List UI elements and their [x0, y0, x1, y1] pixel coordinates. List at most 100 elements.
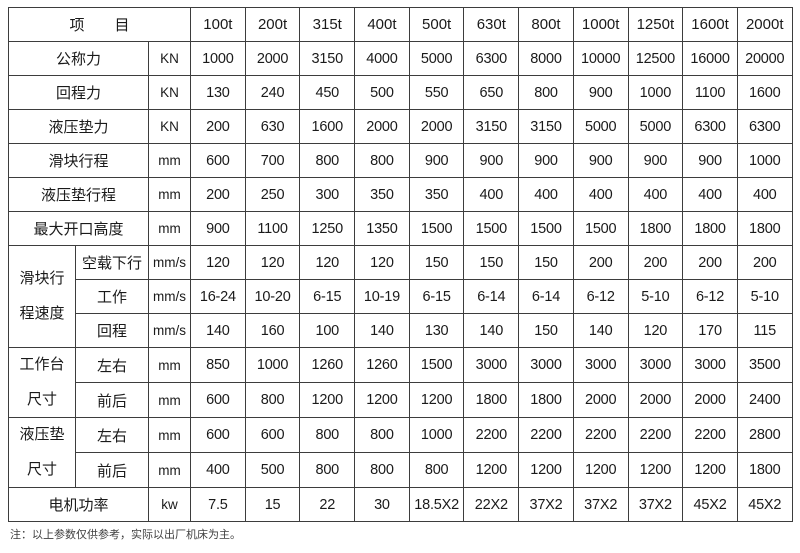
value-cell: 900	[190, 211, 246, 246]
row-unit: KN	[147, 109, 192, 144]
spec-table-body: 公称力 KN 1000 2000 3150 4000 5000 6300 8000 10000 12…	[8, 41, 793, 522]
row-unit: mm	[147, 452, 192, 488]
value-cell: 37X2	[518, 487, 574, 522]
value-cell: 3150	[299, 41, 356, 76]
value-cell: 650	[463, 75, 520, 110]
value-cell: 2000	[572, 382, 629, 418]
value-cell: 2200	[627, 417, 684, 453]
value-cell: 5000	[408, 41, 465, 76]
value-cell: 6-14	[518, 279, 574, 314]
value-cell: 3000	[518, 347, 574, 383]
value-cell: 2000	[408, 109, 465, 144]
value-cell: 600	[244, 417, 301, 453]
value-cell: 22	[299, 487, 356, 522]
value-cell: 5000	[572, 109, 629, 144]
value-cell: 120	[299, 245, 356, 280]
table-row: 液压垫尺寸 左右 mm 600 600 800 800 1000 2200 2200 2200 220…	[8, 417, 793, 488]
value-cell: 400	[190, 452, 246, 488]
row-unit: KN	[147, 75, 192, 110]
row-sub-label: 前后	[75, 452, 149, 488]
value-cell: 10000	[572, 41, 629, 76]
value-cell: 1260	[354, 347, 410, 383]
value-cell: 1600	[299, 109, 356, 144]
value-cell: 18.5X2	[408, 487, 465, 522]
row-unit: mm/s	[147, 245, 192, 280]
row-label: 回程力	[8, 75, 149, 110]
column-header: 1600t	[682, 7, 738, 42]
table-row: 回程力 KN 130 240 450 500 550 650 800 900 1000 1100 160…	[8, 75, 793, 110]
table-row: 回程 mm/s 140 160 100 140 130 140 150 140 120 170 115	[9, 313, 793, 348]
value-cell: 1800	[682, 211, 738, 246]
value-cell: 300	[299, 177, 356, 212]
value-cell: 20000	[736, 41, 793, 76]
table-row: 前后 mm 400 500 800 800 800 1200 1200 1200 1200 1200 1…	[9, 452, 793, 488]
table-row: 液压垫力 KN 200 630 1600 2000 2000 3150 3150 5000 5000…	[8, 109, 793, 144]
value-cell: 1200	[463, 452, 520, 488]
value-cell: 120	[244, 245, 301, 280]
value-cell: 500	[244, 452, 301, 488]
value-cell: 200	[627, 245, 684, 280]
row-sub-label: 前后	[75, 382, 149, 418]
row-sub-label: 工作	[75, 279, 149, 314]
column-header: 315t	[299, 7, 356, 42]
value-cell: 140	[572, 313, 629, 348]
value-cell: 1200	[408, 382, 465, 418]
value-cell: 4000	[354, 41, 410, 76]
row-unit: mm/s	[147, 279, 192, 314]
value-cell: 100	[299, 313, 356, 348]
value-cell: 6-14	[463, 279, 520, 314]
row-group-label: 工作台尺寸	[8, 347, 76, 418]
value-cell: 1000	[408, 417, 465, 453]
value-cell: 2000	[682, 382, 738, 418]
header-row: 项 目 100t 200t 315t 400t 500t 630t 800t 1000t 1250…	[7, 7, 793, 42]
spec-table-header: 项 目 100t 200t 315t 400t 500t 630t 800t 1000t 1250…	[7, 7, 793, 42]
value-cell: 16000	[682, 41, 738, 76]
value-cell: 1800	[736, 452, 793, 488]
value-cell: 6-15	[408, 279, 465, 314]
table-row: 滑块行程速度 空载下行 mm/s 120 120 120 120 150 150 150 200 20…	[8, 245, 793, 348]
table-row: 工作 mm/s 16-24 10-20 6-15 10-19 6-15 6-14 6-14 6-1…	[9, 279, 793, 314]
value-cell: 800	[354, 143, 410, 178]
table-row: 电机功率 kw 7.5 15 22 30 18.5X2 22X2 37X2 37X2 37X2 45X…	[8, 487, 793, 522]
value-cell: 600	[190, 417, 246, 453]
value-cell: 200	[736, 245, 793, 280]
value-cell: 200	[572, 245, 629, 280]
column-header: 100t	[190, 7, 246, 42]
value-cell: 140	[354, 313, 410, 348]
value-cell: 1500	[572, 211, 629, 246]
value-cell: 250	[244, 177, 301, 212]
value-cell: 115	[736, 313, 793, 348]
column-header: 2000t	[736, 7, 793, 42]
value-cell: 1260	[299, 347, 356, 383]
value-cell: 150	[518, 313, 574, 348]
value-cell: 10-19	[354, 279, 410, 314]
value-cell: 22X2	[463, 487, 520, 522]
value-cell: 6-12	[572, 279, 629, 314]
value-cell: 800	[299, 417, 356, 453]
value-cell: 140	[463, 313, 520, 348]
value-cell: 6-12	[682, 279, 738, 314]
table-row: 液压垫行程 mm 200 250 300 350 350 400 400 400 400 400 400	[8, 177, 793, 212]
table-row: 工作台尺寸 左右 mm 850 1000 1260 1260 1500 3000 3000 3000…	[8, 347, 793, 418]
value-cell: 800	[299, 143, 356, 178]
value-cell: 1000	[190, 41, 246, 76]
value-cell: 1000	[244, 347, 301, 383]
row-group-label: 液压垫尺寸	[8, 417, 76, 488]
value-cell: 550	[408, 75, 465, 110]
row-label: 滑块行程	[8, 143, 149, 178]
value-cell: 16-24	[190, 279, 246, 314]
value-cell: 450	[299, 75, 356, 110]
item-header-cell: 项 目	[7, 7, 192, 42]
column-header: 1250t	[627, 7, 684, 42]
value-cell: 3000	[572, 347, 629, 383]
value-cell: 45X2	[682, 487, 738, 522]
row-label: 液压垫力	[8, 109, 149, 144]
value-cell: 1800	[518, 382, 574, 418]
value-cell: 900	[682, 143, 738, 178]
value-cell: 900	[408, 143, 465, 178]
value-cell: 1200	[354, 382, 410, 418]
value-cell: 6300	[682, 109, 738, 144]
value-cell: 1500	[408, 347, 465, 383]
value-cell: 150	[463, 245, 520, 280]
value-cell: 2200	[518, 417, 574, 453]
